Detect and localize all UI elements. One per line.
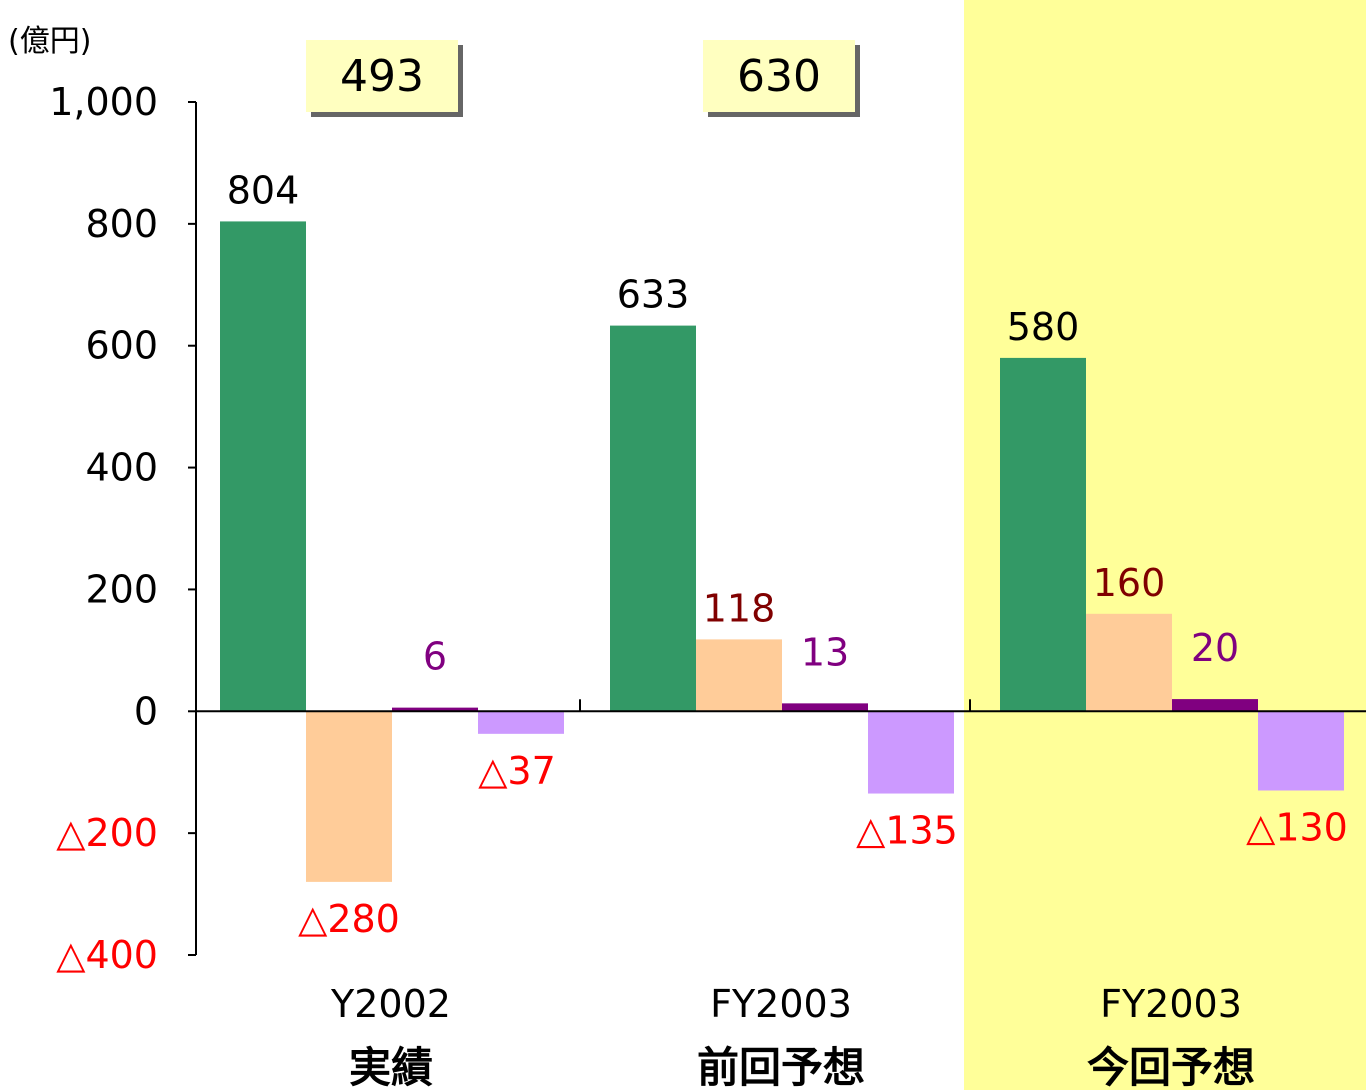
bar-s1-c2 bbox=[610, 325, 696, 712]
total-box-y2002: 493 bbox=[306, 40, 458, 112]
category-label-1-line1: Y2002 bbox=[330, 982, 451, 1026]
data-label-s1-c1: 804 bbox=[227, 168, 300, 212]
category-label-3-line1: FY2003 bbox=[1100, 982, 1242, 1026]
bar-s1-c1 bbox=[220, 221, 306, 712]
y-tick-label-3: 600 bbox=[85, 324, 158, 368]
unit-label: (億円) bbox=[8, 24, 92, 59]
category-label-2-line1: FY2003 bbox=[710, 982, 852, 1026]
bar-s2-c3 bbox=[1086, 613, 1172, 712]
data-label-s3-c1: 6 bbox=[423, 635, 447, 679]
data-label-s4-c1: △37 bbox=[478, 749, 556, 793]
data-label-s2-c3: 160 bbox=[1093, 561, 1166, 605]
bar-s4-c2 bbox=[868, 711, 954, 794]
data-label-s3-c2: 13 bbox=[801, 630, 849, 674]
data-label-s1-c3: 580 bbox=[1007, 305, 1080, 349]
y-tick-label-2: 800 bbox=[85, 202, 158, 246]
category-label-1-line2: 実績 bbox=[349, 1043, 433, 1090]
y-tick-label-4: 400 bbox=[85, 446, 158, 490]
bar-s1-c3 bbox=[1000, 357, 1086, 712]
y-tick-label-6: 0 bbox=[134, 689, 158, 733]
y-tick-label-1: 1,000 bbox=[49, 80, 158, 124]
data-label-s3-c3: 20 bbox=[1191, 626, 1239, 670]
total-box-fy2003-previous: 630 bbox=[703, 40, 855, 112]
bar-s4-c3 bbox=[1258, 711, 1344, 791]
bar-s3-c3 bbox=[1172, 699, 1258, 712]
bar-s2-c1 bbox=[306, 711, 392, 882]
category-label-2-line2: 前回予想 bbox=[697, 1043, 865, 1090]
category-label-3-line2: 今回予想 bbox=[1087, 1043, 1255, 1090]
y-tick-label-7: △200 bbox=[56, 811, 158, 855]
bar-s3-c1 bbox=[392, 707, 478, 712]
bar-s4-c1 bbox=[478, 711, 564, 734]
data-label-s2-c2: 118 bbox=[703, 586, 776, 630]
bar-s2-c2 bbox=[696, 639, 782, 712]
data-label-s4-c3: △130 bbox=[1246, 805, 1348, 849]
y-tick-label-5: 200 bbox=[85, 567, 158, 611]
data-label-s1-c2: 633 bbox=[617, 273, 690, 317]
data-label-s2-c1: △280 bbox=[298, 897, 400, 941]
y-tick-label-8: △400 bbox=[56, 933, 158, 977]
bar-s3-c2 bbox=[782, 703, 868, 712]
data-label-s4-c2: △135 bbox=[856, 809, 958, 853]
